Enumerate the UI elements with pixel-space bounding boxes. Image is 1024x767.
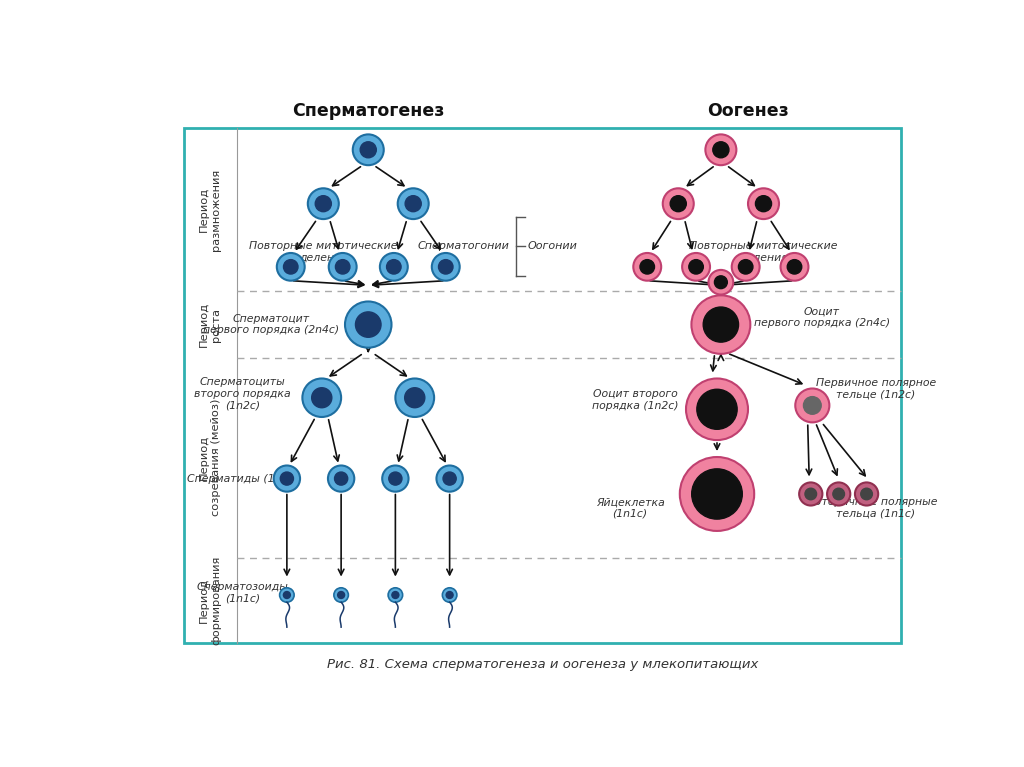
Text: Рис. 81. Схема сперматогенеза и оогенеза у млекопитающих: Рис. 81. Схема сперматогенеза и оогенеза… xyxy=(327,657,759,670)
Circle shape xyxy=(352,134,384,165)
Text: Первичное полярное
тельце (1n2c): Первичное полярное тельце (1n2c) xyxy=(816,377,936,400)
Circle shape xyxy=(308,188,339,219)
Circle shape xyxy=(663,188,693,219)
Text: Период
созревания (мейоз): Период созревания (мейоз) xyxy=(200,399,221,516)
Circle shape xyxy=(446,591,453,598)
Circle shape xyxy=(395,378,434,417)
Circle shape xyxy=(329,253,356,281)
Circle shape xyxy=(715,276,727,288)
Circle shape xyxy=(302,378,341,417)
Text: Сперматогенез: Сперматогенез xyxy=(292,102,444,120)
Circle shape xyxy=(273,466,300,492)
Circle shape xyxy=(284,591,291,598)
Text: Сперматоциты
второго порядка
(1n2c): Сперматоциты второго порядка (1n2c) xyxy=(195,377,291,410)
Circle shape xyxy=(756,196,771,212)
Circle shape xyxy=(380,253,408,281)
Circle shape xyxy=(345,301,391,347)
Circle shape xyxy=(748,188,779,219)
Circle shape xyxy=(670,196,686,212)
Circle shape xyxy=(382,466,409,492)
Text: Период
роста: Период роста xyxy=(200,302,221,347)
Text: Ооцит
первого порядка (2n4c): Ооцит первого порядка (2n4c) xyxy=(754,306,890,328)
Text: Повторные митотические
деления: Повторные митотические деления xyxy=(249,241,397,262)
Circle shape xyxy=(805,489,816,500)
Circle shape xyxy=(804,397,821,414)
Text: Сперматогонии: Сперматогонии xyxy=(418,242,509,252)
Circle shape xyxy=(697,390,737,430)
Circle shape xyxy=(689,259,703,274)
Circle shape xyxy=(686,378,748,440)
Circle shape xyxy=(833,489,845,500)
Text: Период
формирования: Период формирования xyxy=(200,555,221,645)
Circle shape xyxy=(691,469,742,519)
Text: Сперматозоиды
(1n1c): Сперматозоиды (1n1c) xyxy=(197,581,289,604)
Circle shape xyxy=(389,472,402,485)
Circle shape xyxy=(640,259,654,274)
FancyBboxPatch shape xyxy=(183,128,901,643)
Circle shape xyxy=(780,253,809,281)
Circle shape xyxy=(799,482,822,505)
Circle shape xyxy=(861,489,872,500)
Circle shape xyxy=(432,253,460,281)
Text: Оогонии: Оогонии xyxy=(528,242,578,252)
Circle shape xyxy=(691,295,751,354)
Circle shape xyxy=(315,196,332,212)
Circle shape xyxy=(336,259,350,274)
Text: Сперматоцит
первого порядка (2n4c): Сперматоцит первого порядка (2n4c) xyxy=(204,314,339,335)
Circle shape xyxy=(338,591,345,598)
Circle shape xyxy=(703,307,738,342)
Circle shape xyxy=(360,142,376,158)
Text: Ооцит второго
порядка (1n2c): Ооцит второго порядка (1n2c) xyxy=(592,389,679,411)
Text: Период
размножения: Период размножения xyxy=(200,169,221,251)
Circle shape xyxy=(796,389,829,423)
Circle shape xyxy=(397,188,429,219)
Circle shape xyxy=(713,142,729,158)
Circle shape xyxy=(406,196,421,212)
Circle shape xyxy=(709,270,733,295)
Circle shape xyxy=(311,388,332,408)
Circle shape xyxy=(328,466,354,492)
Circle shape xyxy=(335,472,348,485)
Text: Оогенез: Оогенез xyxy=(708,102,788,120)
Circle shape xyxy=(633,253,662,281)
Text: Вторичные полярные
тельца (1n1c): Вторичные полярные тельца (1n1c) xyxy=(814,497,938,518)
Circle shape xyxy=(280,588,294,602)
Circle shape xyxy=(738,259,753,274)
Circle shape xyxy=(334,588,348,602)
Circle shape xyxy=(855,482,879,505)
Circle shape xyxy=(682,253,710,281)
Text: Сперматиды (1n1c): Сперматиды (1n1c) xyxy=(187,473,298,483)
Circle shape xyxy=(392,591,399,598)
Circle shape xyxy=(436,466,463,492)
Circle shape xyxy=(387,259,401,274)
Circle shape xyxy=(281,472,294,485)
Circle shape xyxy=(827,482,850,505)
Circle shape xyxy=(443,472,457,485)
Circle shape xyxy=(438,259,453,274)
Circle shape xyxy=(732,253,760,281)
Circle shape xyxy=(787,259,802,274)
Circle shape xyxy=(276,253,305,281)
Circle shape xyxy=(284,259,298,274)
Circle shape xyxy=(388,588,402,602)
Circle shape xyxy=(404,388,425,408)
Circle shape xyxy=(355,312,381,337)
Circle shape xyxy=(706,134,736,165)
Text: Яйцеклетка
(1n1c): Яйцеклетка (1n1c) xyxy=(596,497,665,518)
Circle shape xyxy=(680,457,755,531)
Circle shape xyxy=(442,588,457,602)
Text: Повторные митотические
деления: Повторные митотические деления xyxy=(689,241,838,262)
